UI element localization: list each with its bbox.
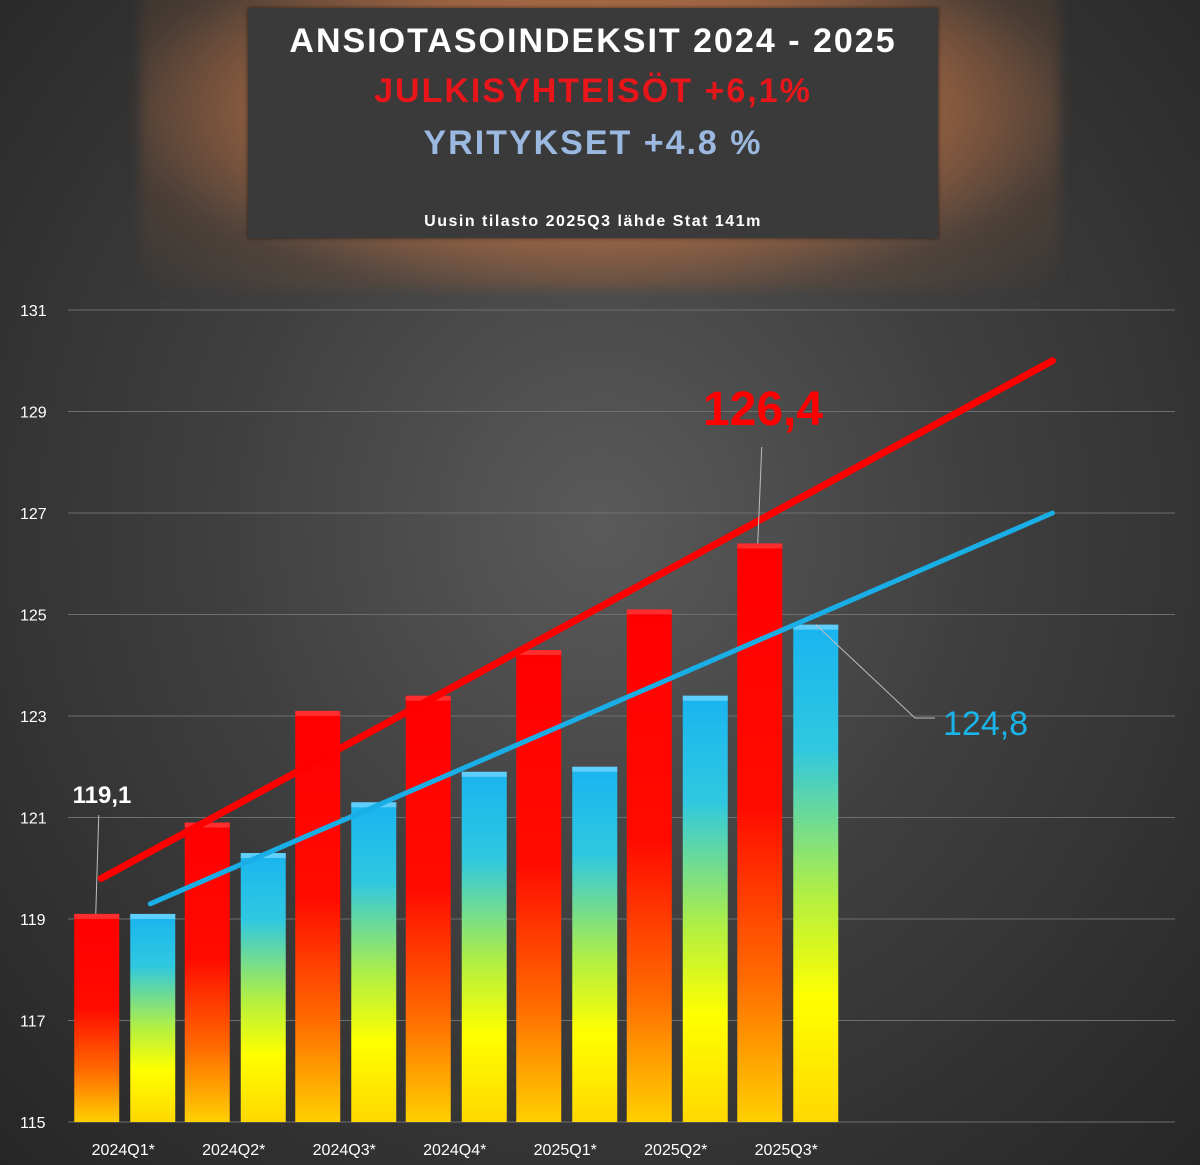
title-box: ANSIOTASOINDEKSIT 2024 - 2025 JULKISYHTE… <box>248 8 938 238</box>
gridlines <box>68 309 1175 1123</box>
bar-public <box>184 822 230 1122</box>
bar-public-cap <box>626 609 672 615</box>
bar-business-cap <box>461 771 507 777</box>
bar-public <box>405 695 451 1122</box>
bar-business <box>461 771 507 1122</box>
annotation-leader <box>815 624 935 719</box>
bar-public-cap <box>516 650 562 656</box>
chart-title: ANSIOTASOINDEKSIT 2024 - 2025 <box>289 22 897 60</box>
bar-business-cap <box>793 624 839 630</box>
y-tick-label: 119 <box>20 912 46 929</box>
data-label: 126,4 <box>703 383 823 436</box>
public-sector-subtitle: JULKISYHTEISÖT +6,1% <box>374 72 812 110</box>
data-label: 119,1 <box>73 782 132 809</box>
y-tick-label: 127 <box>20 506 47 523</box>
source-note: Uusin tilasto 2025Q3 lähde Stat 141m <box>424 213 762 230</box>
x-tick-label: 2025Q2* <box>644 1142 707 1159</box>
bar-business-cap <box>130 913 176 919</box>
bar-public <box>737 543 783 1122</box>
bar-business-cap <box>572 766 618 772</box>
x-tick-label: 2024Q2* <box>202 1142 265 1159</box>
bar-public-cap <box>737 543 783 549</box>
trendline-public <box>97 357 1056 882</box>
bar-public-cap <box>295 710 341 716</box>
x-tick-label: 2024Q4* <box>423 1142 486 1159</box>
bar-business-cap <box>682 695 728 701</box>
trendlines <box>97 357 1056 907</box>
bar-business <box>240 853 286 1122</box>
x-tick-label: 2024Q1* <box>92 1142 155 1159</box>
bar-business <box>130 913 176 1122</box>
y-tick-label: 131 <box>20 303 47 320</box>
x-tick-label: 2025Q3* <box>755 1142 818 1159</box>
bar-business <box>351 802 397 1122</box>
trendline-business <box>147 510 1055 907</box>
bar-business <box>682 695 728 1122</box>
annotation-leader <box>757 446 763 544</box>
bar-business <box>572 766 618 1122</box>
y-tick-label: 125 <box>20 608 47 625</box>
bar-public <box>295 710 341 1122</box>
business-subtitle: YRITYKSET +4.8 % <box>423 124 763 162</box>
bar-business <box>793 624 839 1122</box>
y-tick-label: 121 <box>20 811 47 828</box>
x-tick-label: 2025Q1* <box>534 1142 597 1159</box>
bar-public-cap <box>184 822 230 828</box>
y-tick-label: 115 <box>20 1115 46 1132</box>
bar-public <box>516 650 562 1122</box>
bar-public <box>74 913 120 1122</box>
bar-public-cap <box>74 913 120 919</box>
annotation-leader <box>95 814 100 914</box>
y-tick-label: 117 <box>20 1014 46 1031</box>
data-label: 124,8 <box>943 705 1028 743</box>
x-tick-label: 2024Q3* <box>313 1142 376 1159</box>
y-tick-label: 123 <box>20 709 47 726</box>
labels: 115 117 119 121 123 125 127 129 131 2024Q1* 2024Q2… <box>20 303 1028 1159</box>
y-tick-label: 129 <box>20 405 47 422</box>
